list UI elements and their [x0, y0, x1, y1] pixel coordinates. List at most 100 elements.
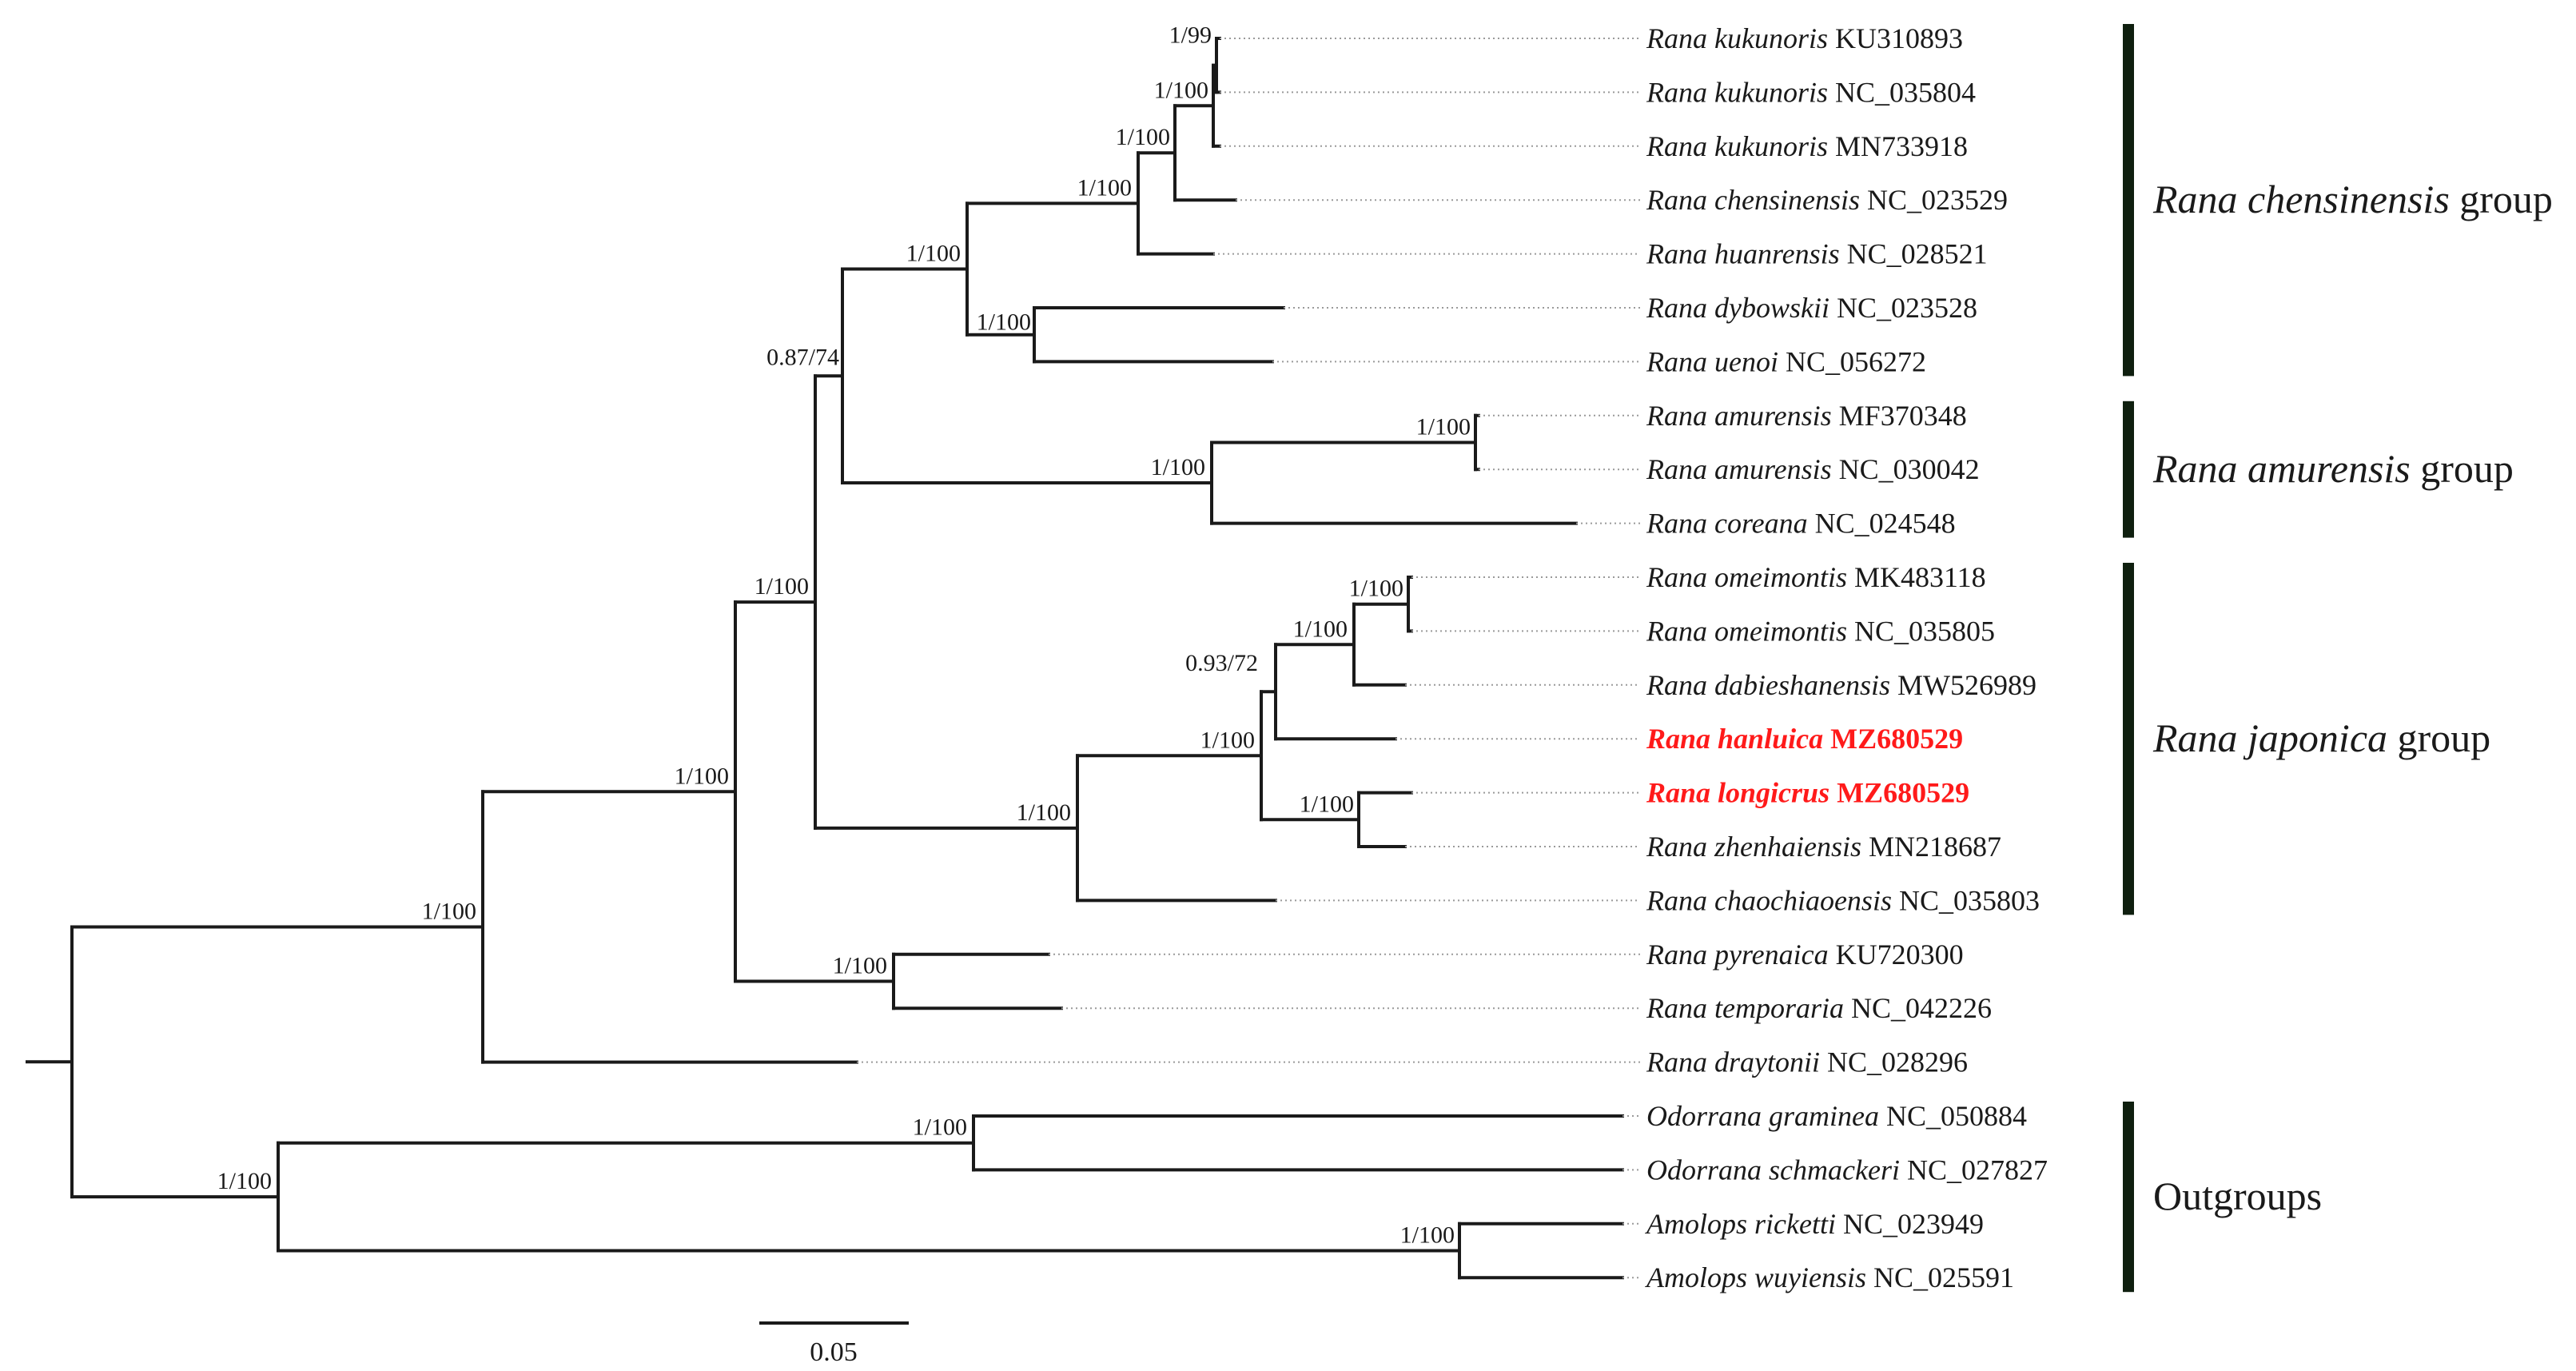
- tip-species: Rana omeimontis: [1646, 615, 1847, 647]
- tip-label: Rana chensinensis NC_023529: [1646, 184, 2008, 216]
- group-taxon: Rana amurensis: [2152, 446, 2411, 491]
- support-value: 1/100: [906, 241, 961, 267]
- tip-species: Rana uenoi: [1646, 345, 1778, 377]
- tip-accession: MF370348: [1832, 400, 1967, 432]
- tip-accession: KU310893: [1828, 22, 1963, 54]
- support-value: 0.87/74: [766, 344, 839, 370]
- tip-species: Rana draytonii: [1646, 1046, 1820, 1078]
- tree-branches: [26, 37, 1640, 1280]
- group-bar: [2123, 563, 2134, 915]
- tip-species: Rana omeimontis: [1646, 561, 1847, 593]
- tip-label: Rana zhenhaiensis MN218687: [1646, 831, 2001, 863]
- tip-label: Rana kukunoris NC_035804: [1646, 76, 1976, 108]
- tip-species: Rana zhenhaiensis: [1646, 831, 1861, 863]
- group-bar: [2123, 401, 2134, 538]
- tip-species: Rana chensinensis: [1646, 184, 1860, 216]
- support-value: 1/100: [1293, 616, 1348, 642]
- tip-accession: NC_027827: [1900, 1154, 2048, 1186]
- support-values: 1/991/1001/1001/1001/1001/1001/1001/1000…: [217, 22, 1471, 1249]
- group-bar: [2123, 1102, 2134, 1293]
- support-value: 0.93/72: [1185, 650, 1258, 676]
- support-value: 1/100: [217, 1168, 272, 1194]
- tip-species: Rana kukunoris: [1646, 76, 1828, 108]
- support-value: 1/100: [675, 763, 729, 789]
- support-value: 1/100: [1116, 124, 1170, 150]
- tip-species: Rana dabieshanensis: [1646, 669, 1890, 701]
- tip-label: Rana longicrus MZ680529: [1646, 777, 1969, 809]
- support-value: 1/100: [1300, 791, 1354, 817]
- tip-label: Odorrana graminea NC_050884: [1646, 1100, 2027, 1132]
- tip-label: Rana amurensis MF370348: [1646, 400, 1967, 432]
- tip-species: Amolops wuyiensis: [1645, 1261, 1866, 1293]
- tip-accession: NC_024548: [1808, 508, 1956, 540]
- group-label: Rana japonica group: [2152, 715, 2490, 760]
- support-value: 1/100: [1200, 727, 1255, 753]
- tip-species: Rana temporaria: [1646, 992, 1844, 1024]
- scale-bar: 0.05: [759, 1321, 909, 1367]
- support-value: 1/100: [977, 309, 1031, 336]
- tip-label: Rana pyrenaica KU720300: [1646, 939, 1964, 970]
- tip-accession: MZ680529: [1829, 777, 1969, 809]
- tip-species: Odorrana graminea: [1646, 1100, 1879, 1132]
- tip-accession: MZ680529: [1823, 723, 1963, 755]
- tip-accession: NC_042226: [1844, 992, 1992, 1024]
- tip-label: Rana dybowskii NC_023528: [1646, 292, 1977, 324]
- scale-bar-label: 0.05: [810, 1337, 858, 1367]
- tip-label: Amolops ricketti NC_023949: [1645, 1208, 1984, 1240]
- tip-label: Odorrana schmackeri NC_027827: [1646, 1154, 2048, 1186]
- tip-label: Rana omeimontis NC_035805: [1646, 615, 1995, 647]
- group-label: Rana amurensis group: [2152, 446, 2514, 491]
- tip-species: Rana chaochiaoensis: [1646, 884, 1892, 916]
- tip-species: Rana kukunoris: [1646, 130, 1828, 162]
- support-value: 1/100: [1416, 414, 1471, 440]
- tip-species: Rana pyrenaica: [1646, 939, 1829, 970]
- tip-accession: NC_030042: [1832, 453, 1980, 485]
- tip-accession: NC_023528: [1829, 292, 1977, 324]
- group-taxon: Rana japonica: [2152, 715, 2387, 760]
- tip-accession: MW526989: [1890, 669, 2037, 701]
- tip-accession: NC_035805: [1847, 615, 1995, 647]
- tip-species: Rana kukunoris: [1646, 22, 1828, 54]
- tip-accession: NC_056272: [1778, 345, 1926, 377]
- tip-species: Rana amurensis: [1646, 453, 1832, 485]
- tip-accession: NC_035803: [1892, 884, 2040, 916]
- tip-species: Rana longicrus: [1646, 777, 1829, 809]
- group-taxon: Rana chensinensis: [2152, 177, 2450, 221]
- tip-accession: MN218687: [1861, 831, 2001, 863]
- tip-label: Rana kukunoris KU310893: [1646, 22, 1963, 54]
- tip-species: Rana hanluica: [1646, 723, 1823, 755]
- tip-label: Rana omeimontis MK483118: [1646, 561, 1986, 593]
- support-value: 1/100: [1349, 576, 1403, 602]
- tip-accession: KU720300: [1829, 939, 1964, 970]
- tip-accession: NC_035804: [1828, 76, 1976, 108]
- tip-accession: NC_028296: [1820, 1046, 1968, 1078]
- tip-label: Rana amurensis NC_030042: [1646, 453, 1980, 485]
- support-value: 1/100: [913, 1114, 967, 1141]
- tip-accession: MK483118: [1847, 561, 1986, 593]
- support-value: 1/100: [1154, 77, 1208, 103]
- tip-label: Rana hanluica MZ680529: [1646, 723, 1963, 755]
- tip-species: Rana huanrensis: [1646, 238, 1840, 270]
- support-value: 1/100: [422, 898, 476, 924]
- tip-label: Rana dabieshanensis MW526989: [1646, 669, 2037, 701]
- tip-accession: NC_028521: [1840, 238, 1988, 270]
- tip-label: Rana uenoi NC_056272: [1646, 345, 1926, 377]
- tip-species: Odorrana schmackeri: [1646, 1154, 1900, 1186]
- tip-label: Rana huanrensis NC_028521: [1646, 238, 1988, 270]
- support-value: 1/100: [1077, 174, 1132, 201]
- tip-accession: MN733918: [1828, 130, 1968, 162]
- support-value: 1/99: [1169, 22, 1212, 49]
- tip-species: Rana coreana: [1646, 508, 1808, 540]
- support-value: 1/100: [1017, 799, 1071, 826]
- group-suffix: group: [2411, 446, 2514, 491]
- group-label: Rana chensinensis group: [2152, 177, 2553, 221]
- tip-label: Rana coreana NC_024548: [1646, 508, 1956, 540]
- tip-accession: NC_023949: [1836, 1208, 1984, 1240]
- tip-accession: NC_050884: [1879, 1100, 2027, 1132]
- tip-species: Amolops ricketti: [1645, 1208, 1836, 1240]
- tip-label: Rana chaochiaoensis NC_035803: [1646, 884, 2040, 916]
- group-label: Outgroups: [2153, 1174, 2322, 1218]
